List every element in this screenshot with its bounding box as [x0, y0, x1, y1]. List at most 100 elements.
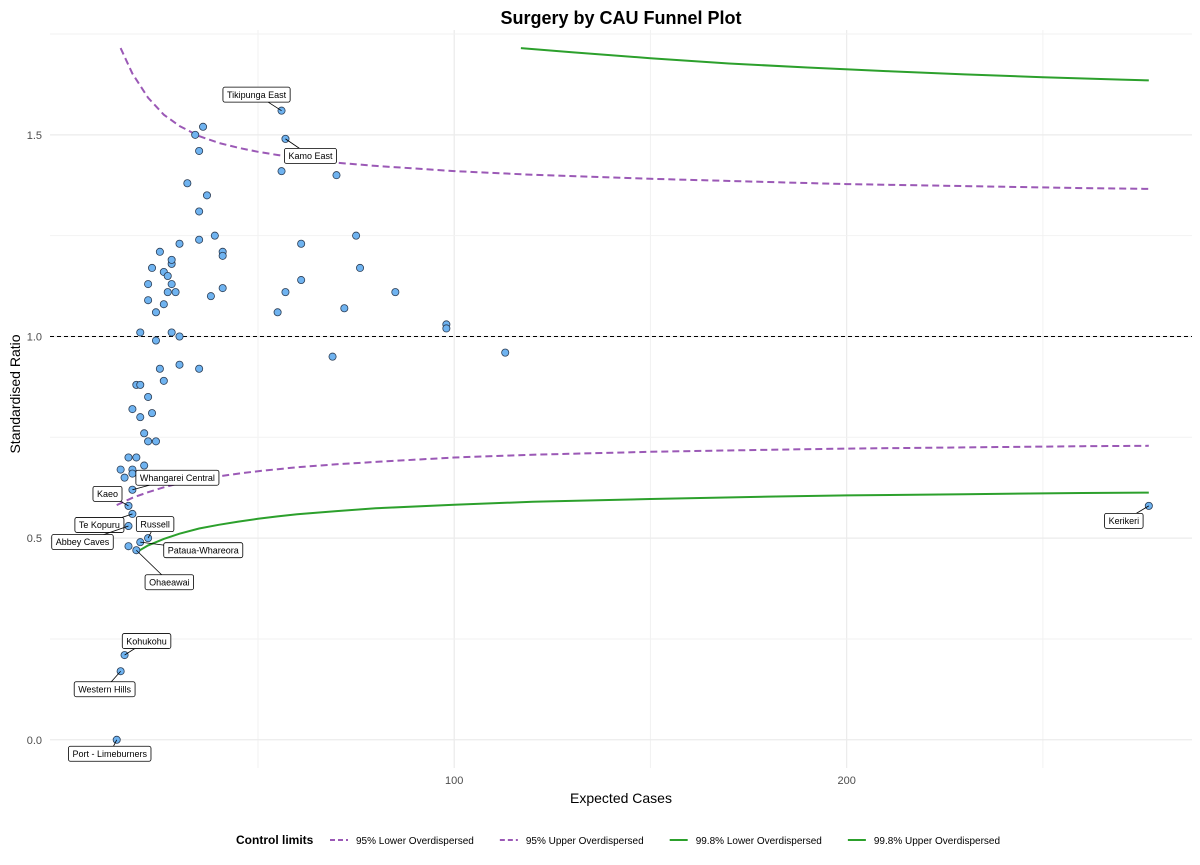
data-point [195, 146, 204, 155]
label-text: Abbey Caves [56, 537, 110, 547]
data-point [144, 392, 153, 401]
data-point [151, 336, 160, 345]
point-labels: Tikipunga East Kamo East Kaeo Whangarei Cen… [51, 86, 1150, 762]
data-point [144, 296, 153, 305]
data-point [163, 288, 172, 297]
data-point [281, 288, 290, 297]
data-point [332, 171, 341, 180]
point-label: Port - Limeburners [68, 739, 152, 762]
label-text: Kamo East [288, 151, 333, 161]
data-point [144, 534, 153, 543]
data-point [140, 429, 149, 438]
data-point [195, 364, 204, 373]
data-point [195, 207, 204, 216]
label-box [121, 633, 172, 649]
data-point [136, 328, 145, 337]
data-point [273, 308, 282, 317]
point-label: Pataua-Whareora [140, 541, 244, 559]
data-point [356, 263, 365, 272]
point-label: Te Kopuru [74, 513, 133, 533]
label-text: Kohukohu [126, 636, 167, 646]
grid [50, 30, 1192, 768]
label-text: Kaeo [97, 489, 118, 499]
data-point [297, 239, 306, 248]
data-point [155, 247, 164, 256]
data-point [167, 328, 176, 337]
data-point [210, 231, 219, 240]
y-tick-label: 0.5 [27, 533, 42, 545]
label-text: Kerikeri [1109, 516, 1140, 526]
label-text: Te Kopuru [79, 520, 120, 530]
control-limit-line [135, 491, 1149, 554]
data-point [199, 122, 208, 131]
data-point [206, 292, 215, 301]
label-box [284, 147, 337, 164]
data-point [116, 465, 125, 474]
data-point [144, 437, 153, 446]
label-box [222, 86, 291, 103]
label-box [135, 516, 175, 533]
data-point [159, 300, 168, 309]
data-point [167, 255, 176, 264]
data-point [148, 263, 157, 272]
legend-label: 95% Lower Overdispersed [356, 836, 474, 847]
y-axis-title: Standardised Ratio [7, 334, 23, 453]
data-point [183, 179, 192, 188]
data-point [120, 651, 129, 660]
data-point [218, 251, 227, 260]
label-box [144, 574, 195, 591]
point-label: Western Hills [73, 670, 136, 698]
label-box [92, 485, 123, 502]
data-point [132, 453, 141, 462]
data-point [136, 380, 145, 389]
data-point [195, 235, 204, 244]
data-point [124, 453, 133, 462]
label-box [51, 534, 114, 550]
data-point [148, 409, 157, 418]
data-point [120, 473, 129, 482]
data-point [136, 413, 145, 422]
point-label: Kohukohu [121, 633, 172, 656]
data-point [128, 485, 137, 494]
control-limit-line [119, 47, 1149, 190]
x-axis-title: Expected Cases [570, 790, 672, 806]
data-point [155, 364, 164, 373]
point-label: Kerikeri [1104, 505, 1150, 529]
tick-labels: 100 200 0.0 0.5 1.0 1.5 [27, 130, 856, 787]
legend-label: 99.8% Lower Overdispersed [696, 836, 822, 847]
legend-label: 99.8% Upper Overdispersed [874, 836, 1000, 847]
legend-item: 95% Lower Overdispersed [330, 836, 474, 847]
data-point [144, 280, 153, 289]
control-limit-line [520, 47, 1149, 82]
label-text: Pataua-Whareora [168, 545, 239, 555]
data-point [218, 284, 227, 293]
x-tick-label: 200 [837, 775, 855, 787]
label-box [68, 745, 152, 762]
data-points [112, 106, 1153, 744]
data-point [171, 288, 180, 297]
x-tick-label: 100 [445, 775, 463, 787]
legend-item: 99.8% Upper Overdispersed [847, 836, 1000, 847]
point-label: Tikipunga East [222, 86, 291, 111]
point-label: Ohaeawai [136, 549, 195, 591]
data-point [175, 360, 184, 369]
data-point [167, 280, 176, 289]
data-point [297, 276, 306, 285]
label-text: Ohaeawai [149, 577, 190, 587]
label-text: Port - Limeburners [72, 749, 147, 759]
label-box [74, 517, 125, 533]
data-point [128, 405, 137, 414]
legend-title: Control limits [236, 833, 314, 847]
data-point [501, 348, 510, 357]
data-point [352, 231, 361, 240]
data-point [124, 542, 133, 551]
control-limit-line [116, 444, 1149, 507]
label-box [135, 469, 220, 486]
data-point [159, 376, 168, 385]
y-tick-label: 1.5 [27, 130, 42, 142]
data-point [163, 271, 172, 280]
point-label: Kamo East [284, 138, 337, 164]
label-text: Western Hills [78, 684, 131, 694]
data-point [391, 288, 400, 297]
